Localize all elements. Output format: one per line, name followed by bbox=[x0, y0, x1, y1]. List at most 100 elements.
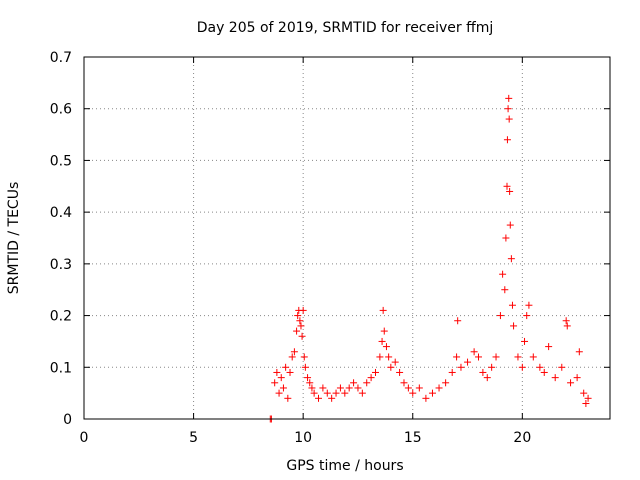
data-point bbox=[562, 317, 570, 325]
data-point bbox=[523, 312, 531, 320]
data-point bbox=[367, 374, 375, 382]
data-point bbox=[529, 353, 537, 361]
data-point bbox=[379, 306, 387, 314]
x-tick-label: 10 bbox=[294, 430, 312, 446]
data-point bbox=[382, 343, 390, 351]
data-point bbox=[294, 312, 302, 320]
data-point bbox=[315, 394, 323, 402]
data-point bbox=[492, 353, 500, 361]
data-point bbox=[502, 234, 510, 242]
data-point bbox=[540, 368, 548, 376]
data-point bbox=[273, 368, 281, 376]
data-point bbox=[409, 389, 417, 397]
data-point bbox=[582, 399, 590, 407]
data-point bbox=[503, 136, 511, 144]
data-point bbox=[290, 348, 298, 356]
data-point bbox=[297, 322, 305, 330]
data-point bbox=[371, 368, 379, 376]
data-point bbox=[319, 384, 327, 392]
x-tick-label: 15 bbox=[404, 430, 422, 446]
data-point bbox=[282, 363, 290, 371]
data-point bbox=[507, 255, 515, 263]
data-point bbox=[488, 363, 496, 371]
y-tick-label: 0.2 bbox=[50, 309, 72, 325]
data-point bbox=[518, 363, 526, 371]
data-point bbox=[422, 394, 430, 402]
data-point bbox=[479, 368, 487, 376]
data-point bbox=[475, 353, 482, 361]
data-point bbox=[345, 384, 353, 392]
data-point bbox=[350, 379, 358, 387]
plot-frame bbox=[83, 56, 611, 420]
data-points bbox=[266, 94, 592, 423]
data-point bbox=[301, 363, 309, 371]
data-point bbox=[505, 115, 513, 123]
data-point bbox=[310, 389, 318, 397]
data-point bbox=[536, 363, 544, 371]
data-point bbox=[521, 337, 529, 345]
y-axis-label: SRMTID / TECUs bbox=[6, 182, 22, 295]
data-point bbox=[385, 353, 393, 361]
x-tick-label: 5 bbox=[189, 430, 198, 446]
data-point bbox=[284, 394, 292, 402]
data-point bbox=[376, 353, 384, 361]
data-point bbox=[358, 389, 366, 397]
x-tick-label: 20 bbox=[513, 430, 531, 446]
data-point bbox=[341, 389, 349, 397]
data-point bbox=[336, 384, 344, 392]
data-point bbox=[304, 374, 312, 382]
data-point bbox=[286, 368, 294, 376]
data-point bbox=[514, 353, 522, 361]
data-point bbox=[454, 317, 462, 325]
data-point bbox=[293, 327, 301, 335]
data-point bbox=[400, 379, 408, 387]
data-point bbox=[298, 332, 306, 340]
data-point bbox=[332, 389, 340, 397]
data-point bbox=[363, 379, 371, 387]
data-point bbox=[271, 379, 279, 387]
data-point bbox=[391, 358, 399, 366]
y-tick-label: 0.5 bbox=[50, 153, 72, 169]
y-tick-label: 0 bbox=[63, 412, 72, 428]
data-point bbox=[501, 286, 509, 294]
data-point bbox=[503, 182, 511, 190]
y-tick-label: 0.3 bbox=[50, 257, 72, 273]
data-point bbox=[575, 348, 583, 356]
data-point bbox=[428, 389, 436, 397]
data-point bbox=[496, 312, 504, 320]
data-point bbox=[508, 301, 516, 309]
y-tick-label: 0.6 bbox=[50, 102, 72, 118]
data-point bbox=[323, 389, 331, 397]
y-tick-label: 0.4 bbox=[50, 205, 72, 221]
data-point bbox=[296, 317, 304, 325]
data-point bbox=[551, 374, 559, 382]
data-point bbox=[387, 363, 395, 371]
data-point bbox=[464, 358, 472, 366]
data-point bbox=[545, 343, 553, 351]
data-point bbox=[299, 306, 307, 314]
data-point bbox=[573, 374, 581, 382]
data-point bbox=[354, 384, 362, 392]
data-point bbox=[435, 384, 443, 392]
data-point bbox=[288, 353, 296, 361]
data-point bbox=[470, 348, 478, 356]
y-tick-label: 0.7 bbox=[50, 50, 72, 66]
data-point bbox=[415, 384, 423, 392]
data-point bbox=[567, 379, 575, 387]
data-point bbox=[504, 105, 512, 113]
data-point bbox=[506, 221, 514, 229]
data-point bbox=[483, 374, 491, 382]
data-point bbox=[453, 353, 461, 361]
data-point bbox=[584, 394, 592, 402]
data-point bbox=[506, 187, 514, 195]
data-point bbox=[300, 353, 308, 361]
x-axis-label: GPS time / hours bbox=[286, 458, 403, 474]
x-tick-label: 0 bbox=[80, 430, 89, 446]
data-point bbox=[378, 337, 386, 345]
data-point bbox=[499, 270, 507, 278]
data-point bbox=[279, 384, 287, 392]
data-point bbox=[505, 94, 513, 102]
data-point bbox=[380, 327, 388, 335]
chart-title: Day 205 of 2019, SRMTID for receiver ffm… bbox=[197, 20, 494, 36]
